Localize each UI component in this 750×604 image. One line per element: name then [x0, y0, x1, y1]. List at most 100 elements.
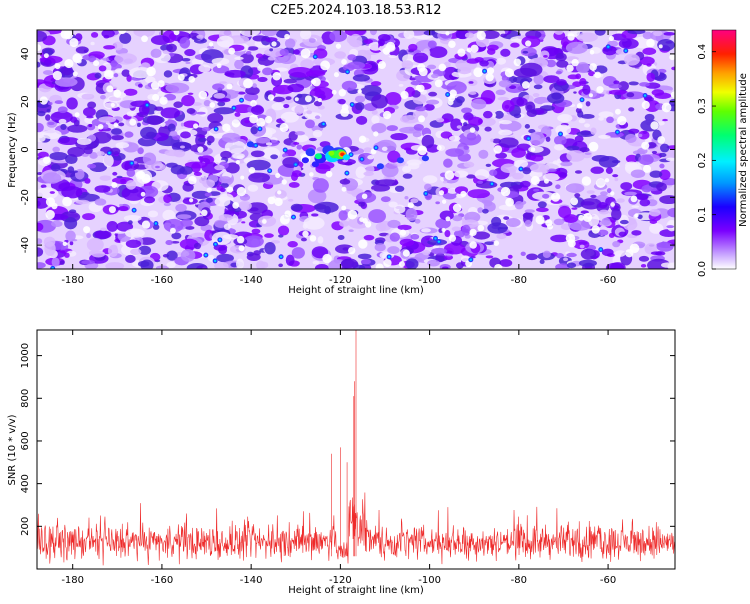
spectrogram-cell — [200, 175, 205, 178]
spectrogram-cell — [291, 170, 302, 178]
spectrogram-cell — [505, 217, 521, 228]
spectrogram-cell — [557, 114, 573, 123]
spectrogram-cell — [425, 238, 433, 241]
spectrogram-cell — [225, 162, 240, 174]
spectrogram-cell — [581, 176, 592, 186]
spectrogram-cell — [64, 59, 74, 69]
spectrogram-cell — [52, 146, 60, 153]
spectrogram-cell — [218, 214, 233, 221]
spectrogram-cell — [602, 76, 617, 87]
spectrogram-cell — [528, 145, 544, 153]
spectrogram-cell — [659, 169, 671, 181]
spectrogram-cell — [668, 98, 675, 107]
spectrogram-cell — [182, 182, 194, 192]
spectrogram-cell — [137, 83, 143, 88]
spectrogram-cell — [197, 137, 207, 143]
spectrogram-cell — [555, 52, 567, 62]
y-tick-label: 400 — [20, 474, 31, 493]
spectrogram-cell — [341, 59, 347, 65]
spectrogram-cell — [110, 244, 118, 250]
spectrogram-cell — [406, 159, 422, 166]
spectrogram-cell — [163, 194, 172, 204]
spectrogram-cell — [66, 97, 78, 110]
spectrogram-cell — [67, 124, 88, 133]
colorbar-gradient — [712, 30, 736, 269]
spectrogram-cell — [197, 146, 204, 153]
spectrogram-cell — [533, 188, 540, 192]
spectrogram-cell — [468, 116, 483, 126]
spectrogram-cell — [525, 40, 532, 47]
spectrogram-cell — [141, 35, 148, 43]
spectrogram-cell — [363, 147, 373, 153]
spectrogram-cell — [469, 241, 477, 249]
colorbar-frame — [711, 29, 737, 270]
spectrogram-cell — [51, 257, 60, 267]
spectrogram-cell — [42, 70, 54, 75]
spectrogram-cell — [469, 127, 476, 133]
spectrogram-cell — [628, 128, 640, 134]
spectrogram-cell — [656, 241, 674, 252]
spectrogram-cell — [606, 116, 614, 124]
spectrogram-cell — [620, 219, 629, 225]
spectrogram-cell — [532, 92, 540, 98]
spectrogram-cell — [163, 202, 171, 207]
spectrogram-cell — [75, 199, 90, 205]
spectrogram-x-ticks: -180 -160 -140 -120 -100 -80 -60 — [61, 30, 616, 286]
spectrogram-cell — [137, 136, 157, 147]
spectrogram-cell — [467, 189, 491, 199]
spectrogram-cell — [556, 60, 569, 68]
spectrogram-cell — [403, 30, 415, 40]
spectrogram-cell — [355, 102, 365, 111]
spectrogram-cell — [42, 156, 51, 164]
spectrogram-cell — [477, 207, 484, 213]
spectrogram-cell — [83, 49, 88, 53]
spectrogram-cell — [86, 237, 104, 252]
spectrogram-cell — [498, 129, 513, 136]
spectrogram-cell — [244, 120, 250, 124]
spectrogram-cell — [422, 175, 438, 184]
spectrogram-cell — [582, 84, 591, 95]
spectrogram-cell — [394, 185, 405, 192]
spectrogram-cell — [445, 148, 465, 157]
spectrogram-cell — [219, 81, 227, 84]
spectrogram-cell — [118, 206, 129, 212]
spectrogram-cell — [247, 184, 259, 192]
spectrogram-cell — [643, 164, 652, 173]
spectrogram-cell — [608, 89, 627, 95]
spectrogram-cell — [530, 154, 544, 162]
spectrogram-cell — [114, 68, 124, 73]
spectrogram-cell — [152, 93, 160, 102]
spectrogram-cell — [112, 41, 123, 51]
spectrogram-cell — [389, 232, 401, 242]
spectrogram-cell — [285, 96, 292, 101]
spectrogram-cell — [625, 154, 638, 163]
spectrogram-cell — [130, 162, 133, 165]
spectrogram-cell — [64, 252, 70, 258]
spectrogram-cell — [646, 72, 656, 82]
spectrogram-cell — [490, 182, 494, 186]
spectrogram-cell — [212, 65, 230, 74]
spectrogram-cell — [300, 59, 314, 70]
spectrogram-cell — [240, 99, 243, 102]
spectrogram-cell — [152, 224, 160, 230]
spectrogram-cell — [74, 112, 80, 118]
spectrogram-cell — [371, 94, 388, 109]
spectrogram-cell — [496, 57, 507, 65]
y-tick-label: -20 — [20, 189, 31, 205]
spectrogram-cell — [125, 239, 142, 249]
spectrogram-cell — [308, 38, 316, 43]
spectrogram-cell — [216, 186, 224, 191]
spectrogram-cell — [141, 220, 151, 229]
spectrogram-cell — [484, 241, 495, 246]
spectrogram-cell — [560, 161, 573, 167]
spectrogram-cell — [202, 179, 215, 188]
spectrogram-cell — [86, 233, 91, 239]
spectrogram-cell — [126, 168, 136, 178]
spectrogram-signal-blob — [421, 155, 429, 162]
spectrogram-cell — [466, 132, 477, 141]
spectrogram-cell — [154, 106, 164, 111]
spectrogram-cell — [573, 239, 590, 250]
spectrogram-cell — [370, 81, 382, 87]
spectrogram-cell — [287, 241, 298, 248]
